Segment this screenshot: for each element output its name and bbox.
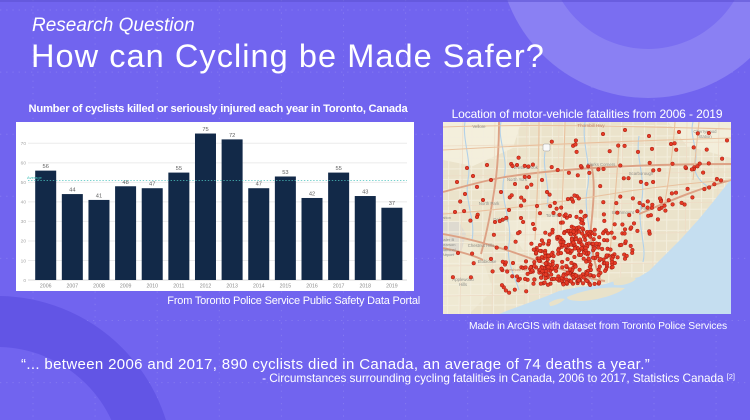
svg-text:North Park: North Park (479, 201, 500, 206)
svg-text:2015: 2015 (280, 284, 292, 290)
svg-text:55: 55 (176, 166, 182, 172)
svg-text:10: 10 (21, 258, 27, 264)
svg-text:48: 48 (122, 180, 128, 186)
svg-text:Pearson: Pearson (443, 242, 455, 247)
svg-text:2012: 2012 (200, 284, 212, 290)
svg-text:75: 75 (202, 127, 208, 133)
svg-text:2006: 2006 (40, 284, 52, 290)
svg-text:72: 72 (229, 133, 235, 139)
svg-text:Airport: Airport (443, 252, 455, 257)
svg-text:Cherrywood: Cherrywood (693, 129, 717, 134)
svg-text:Etobicoke: Etobicoke (478, 259, 497, 264)
svg-text:20: 20 (21, 239, 27, 245)
svg-text:44: 44 (69, 188, 75, 194)
svg-text:ssler B: ssler B (443, 237, 454, 242)
svg-text:40: 40 (21, 200, 27, 206)
svg-text:55: 55 (335, 166, 341, 172)
svg-text:Applewood: Applewood (452, 277, 474, 282)
svg-text:Birchmount: Birchmount (612, 210, 635, 215)
svg-text:50: 50 (21, 180, 27, 186)
svg-text:2009: 2009 (120, 284, 132, 290)
svg-text:2018: 2018 (359, 284, 371, 290)
svg-text:41: 41 (96, 193, 102, 199)
svg-text:60: 60 (21, 161, 27, 167)
svg-text:2016: 2016 (306, 284, 318, 290)
svg-text:Vellore: Vellore (472, 124, 486, 129)
svg-text:47: 47 (149, 182, 155, 188)
svg-text:Chestnut Hills: Chestnut Hills (468, 243, 495, 248)
svg-text:Thornbill Hwy: Thornbill Hwy (577, 123, 605, 128)
svg-text:Scarborough: Scarborough (629, 171, 654, 176)
svg-text:56: 56 (43, 164, 49, 170)
svg-text:2010: 2010 (146, 284, 158, 290)
svg-text:53: 53 (282, 170, 288, 176)
svg-text:Toronto: Toronto (546, 213, 561, 218)
svg-text:Park: Park (641, 206, 651, 211)
svg-text:2019: 2019 (386, 284, 398, 290)
svg-text:2007: 2007 (67, 284, 79, 290)
svg-text:Malton: Malton (443, 215, 451, 220)
svg-text:2014: 2014 (253, 284, 265, 290)
svg-text:Lakeshore Rd: Lakeshore Rd (503, 267, 528, 272)
svg-text:70: 70 (21, 141, 27, 147)
svg-text:2011: 2011 (173, 284, 184, 290)
svg-text:Clarks Corners: Clarks Corners (587, 162, 616, 167)
svg-text:37: 37 (389, 201, 395, 207)
svg-text:Average: Average (27, 175, 43, 180)
svg-text:North York: North York (507, 177, 528, 182)
svg-text:2008: 2008 (93, 284, 105, 290)
svg-text:Hills: Hills (459, 282, 467, 287)
svg-text:42: 42 (309, 191, 315, 197)
svg-text:47: 47 (256, 182, 262, 188)
svg-text:rnational: rnational (443, 247, 456, 252)
svg-text:2013: 2013 (226, 284, 238, 290)
svg-text:2017: 2017 (333, 284, 345, 290)
svg-text:43: 43 (362, 190, 368, 196)
svg-text:30: 30 (21, 219, 27, 225)
svg-text:0: 0 (23, 278, 26, 284)
svg-text:Station: Station (698, 134, 712, 139)
